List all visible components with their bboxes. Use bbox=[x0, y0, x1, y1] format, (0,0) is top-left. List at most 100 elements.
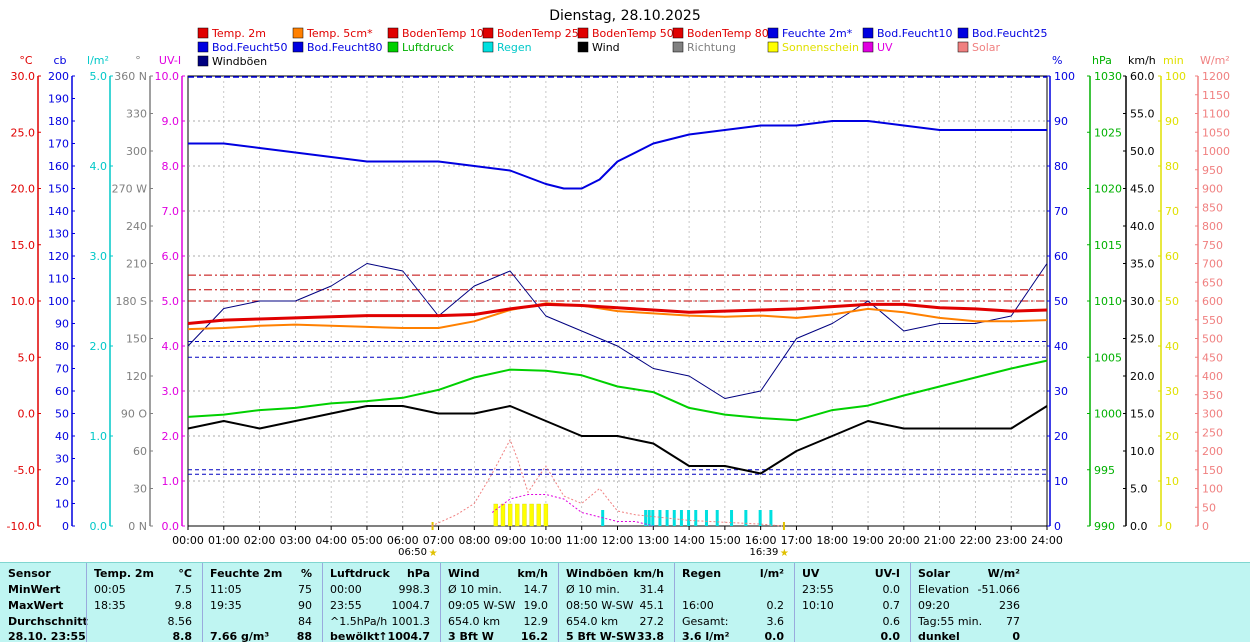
x-tick-label: 03:00 bbox=[280, 534, 312, 547]
left-axis-tick-label: 210 bbox=[126, 258, 147, 271]
left-axis-tick-label: 2.0 bbox=[162, 430, 180, 443]
x-tick-label: 14:00 bbox=[673, 534, 705, 547]
right-axis-tick-label: 90 bbox=[1054, 115, 1068, 128]
left-axis-tick-label: 270 W bbox=[112, 183, 147, 196]
rain-bar bbox=[679, 510, 683, 526]
left-axis-tick-label: 120 bbox=[126, 370, 147, 383]
legend-label: BodenTemp 80 bbox=[687, 27, 769, 40]
stats-cell-value: 31.4 bbox=[639, 583, 665, 596]
right-axis-tick-label: 150 bbox=[1202, 464, 1223, 477]
right-axis-tick-label: 60 bbox=[1165, 250, 1179, 263]
stats-cell-value: -51.066 bbox=[977, 583, 1020, 596]
right-axis-tick-label: 80 bbox=[1054, 160, 1068, 173]
legend-label: Temp. 5cm* bbox=[306, 27, 373, 40]
left-axis-tick-label: 120 bbox=[48, 250, 69, 263]
rain-bar bbox=[647, 510, 651, 526]
stats-cell-value: 0.2 bbox=[766, 599, 785, 612]
rain-bar bbox=[672, 510, 676, 526]
left-axis-tick-label: 30 bbox=[55, 453, 69, 466]
stats-cell-value: 33.8 bbox=[636, 630, 664, 643]
right-axis-tick-label: 0 bbox=[1202, 520, 1209, 533]
legend-swatch bbox=[197, 41, 209, 53]
right-axis-tick-label: 90 bbox=[1165, 115, 1179, 128]
right-axis-tick-label: 100 bbox=[1165, 70, 1186, 83]
right-axis-tick-label: 5.0 bbox=[1130, 483, 1148, 496]
right-axis-tick-label: 25.0 bbox=[1130, 333, 1155, 346]
right-axis-tick-label: 200 bbox=[1202, 445, 1223, 458]
stats-cell-value: 45.1 bbox=[639, 599, 665, 612]
stats-cell-label: Tag:55 min. bbox=[918, 615, 983, 628]
left-axis-tick-label: 90 O bbox=[121, 408, 147, 421]
legend-label: UV bbox=[877, 41, 893, 54]
right-axis-tick-label: 40 bbox=[1054, 340, 1068, 353]
right-axis-tick-label: 0.0 bbox=[1130, 520, 1148, 533]
stats-cell-label: 11:05 bbox=[210, 583, 242, 596]
stats-cell-label: bewölkt bbox=[330, 630, 380, 643]
legend-label: Feuchte 2m* bbox=[782, 27, 853, 40]
stats-cell-label: 08:50 W-SW bbox=[566, 599, 634, 612]
right-axis-tick-label: 20 bbox=[1054, 430, 1068, 443]
right-axis-unit: min bbox=[1163, 54, 1184, 67]
legend-label: Solar bbox=[972, 41, 1001, 54]
legend-swatch bbox=[957, 27, 969, 39]
stats-column-separator bbox=[674, 563, 675, 642]
right-axis-tick-label: 1000 bbox=[1094, 408, 1122, 421]
stats-cell-label: 16:00 bbox=[682, 599, 714, 612]
series-line-temp-5cm- bbox=[187, 302, 1048, 331]
stats-cell-label: 00:05 bbox=[94, 583, 126, 596]
series-line-luftdruck bbox=[187, 359, 1048, 422]
right-axis-tick-label: 10.0 bbox=[1130, 445, 1155, 458]
sunset-label: 16:39 bbox=[750, 547, 779, 558]
right-axis-tick-label: 950 bbox=[1202, 164, 1223, 177]
rain-bar bbox=[758, 510, 762, 526]
right-axis-tick-label: 1000 bbox=[1202, 145, 1230, 158]
x-tick-label: 22:00 bbox=[960, 534, 992, 547]
legend-swatch bbox=[767, 41, 779, 53]
x-tick-label: 11:00 bbox=[566, 534, 598, 547]
left-axis-tick-label: 5.0 bbox=[18, 351, 36, 364]
left-axis-tick-label: 180 S bbox=[116, 295, 147, 308]
right-axis-tick-label: 40 bbox=[1165, 340, 1179, 353]
stats-cell-value: 998.3 bbox=[398, 583, 431, 596]
right-axis-tick-label: 1010 bbox=[1094, 295, 1122, 308]
left-axis-tick-label: 60 bbox=[133, 445, 147, 458]
stats-cell-value: 7.5 bbox=[174, 583, 193, 596]
stats-cell-label: 654.0 km bbox=[448, 615, 501, 628]
stats-column-unit: % bbox=[300, 567, 312, 580]
series-line-wind bbox=[187, 405, 1048, 475]
right-axis-tick-label: 300 bbox=[1202, 408, 1223, 421]
x-tick-label: 20:00 bbox=[888, 534, 920, 547]
stats-cell-label: 09:05 W-SW bbox=[448, 599, 516, 612]
legend-swatch bbox=[197, 27, 209, 39]
right-axis-tick-label: 50 bbox=[1054, 295, 1068, 308]
stats-cell-label: Ø 10 min. bbox=[448, 583, 502, 596]
sunshine-bar bbox=[507, 503, 513, 527]
right-axis-tick-label: 60.0 bbox=[1130, 70, 1155, 83]
left-axis-tick-label: 150 bbox=[126, 333, 147, 346]
stats-cell-value: 75 bbox=[298, 583, 312, 596]
left-axis-tick-label: 60 bbox=[55, 385, 69, 398]
legend-swatch bbox=[672, 27, 684, 39]
stats-cell-label: 00:00 bbox=[330, 583, 362, 596]
stats-column-separator bbox=[86, 563, 87, 642]
stats-cell-value: 0.0 bbox=[882, 583, 901, 596]
legend-label: Wind bbox=[592, 41, 620, 54]
right-axis-tick-label: 80 bbox=[1165, 160, 1179, 173]
legend-label: Sonnenschein bbox=[782, 41, 859, 54]
rain-bar bbox=[730, 510, 734, 526]
legend-swatch bbox=[577, 41, 589, 53]
stats-column-header: Regen bbox=[682, 567, 722, 580]
stats-cell-value: 9.8 bbox=[174, 599, 193, 612]
left-axis-tick-label: 190 bbox=[48, 93, 69, 106]
stats-cell-label: 5 Bft W-SW bbox=[566, 630, 637, 643]
stats-cell-value: 0.7 bbox=[882, 599, 901, 612]
legend-label: Bod.Feucht25 bbox=[972, 27, 1048, 40]
rain-bar bbox=[658, 510, 662, 526]
legend-swatch bbox=[387, 41, 399, 53]
right-axis-tick-label: 1015 bbox=[1094, 239, 1122, 252]
left-axis-tick-label: 10.0 bbox=[155, 70, 180, 83]
stats-row-label: MinWert bbox=[8, 583, 61, 596]
left-axis-tick-label: 90 bbox=[55, 318, 69, 331]
legend-swatch bbox=[387, 27, 399, 39]
stats-row-label: Sensor bbox=[8, 567, 51, 580]
